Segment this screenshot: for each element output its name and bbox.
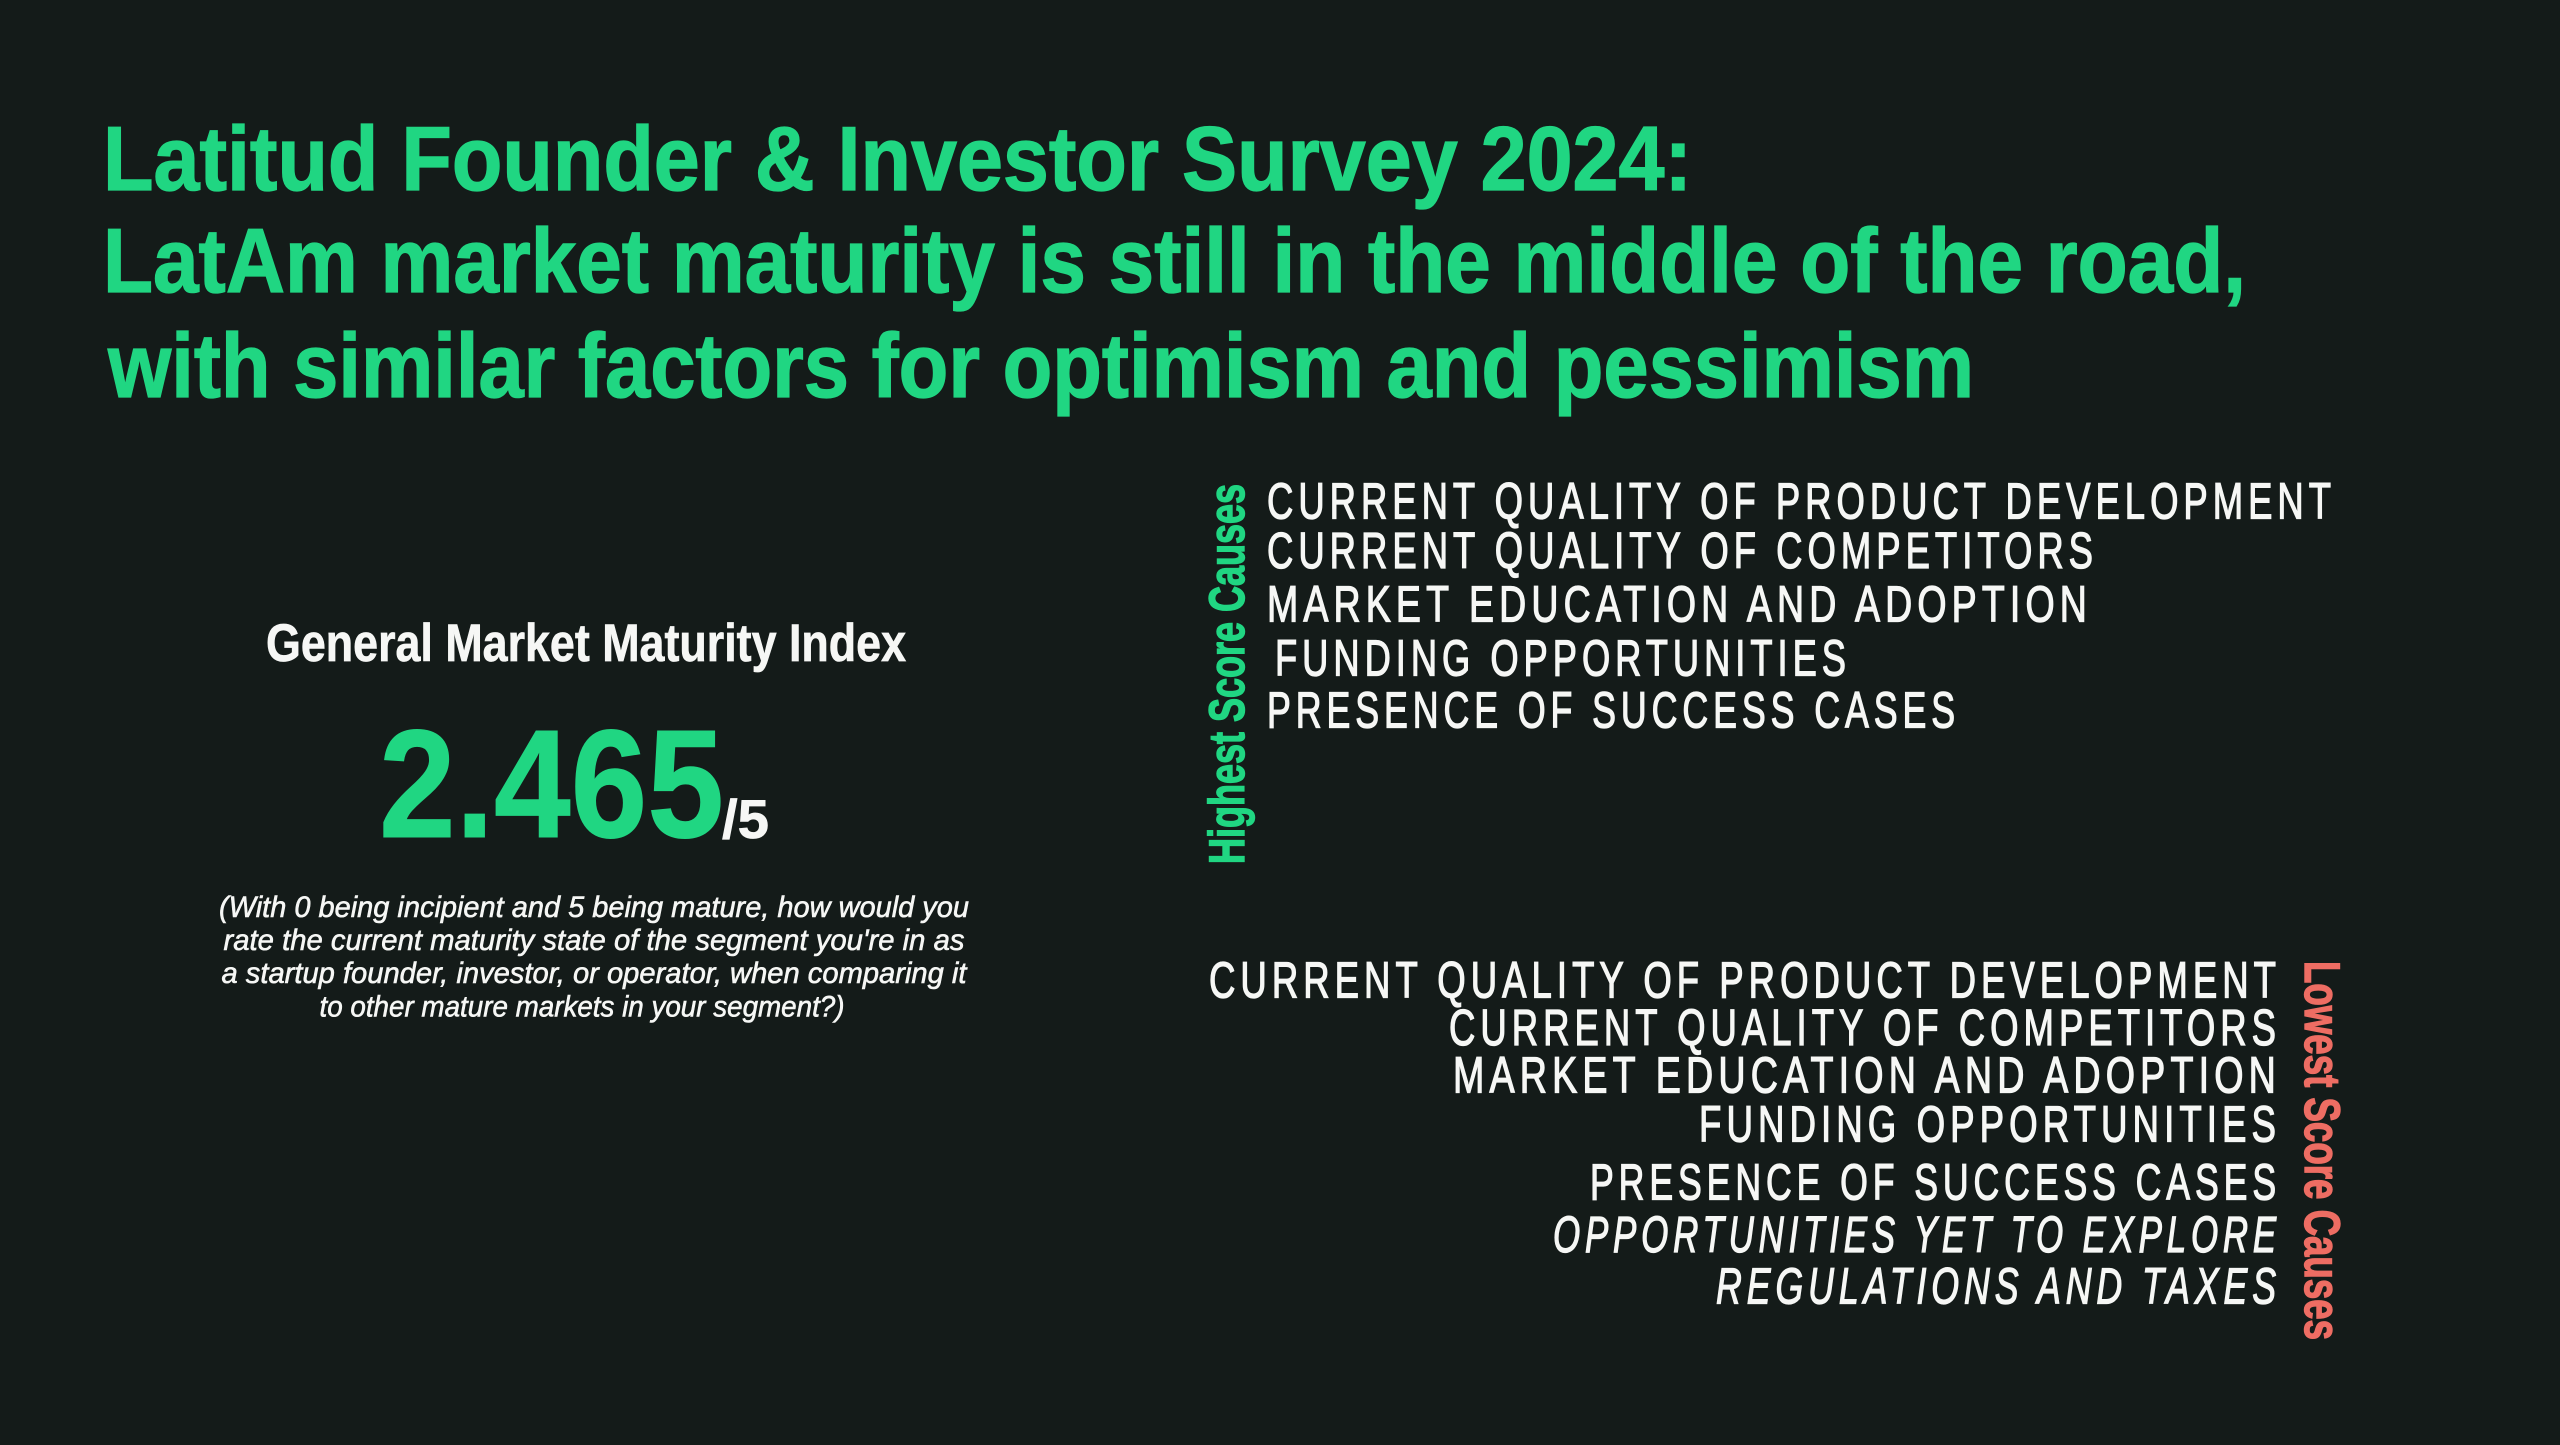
svg-text:2.465: 2.465 [379, 698, 724, 870]
svg-text:a startup founder, investor, o: a startup founder, investor, or operator… [222, 957, 969, 990]
svg-text:(With 0 being incipient and 5: (With 0 being incipient and 5 being matu… [219, 891, 969, 924]
svg-text:OPPORTUNITIES YET TO EXPLORE: OPPORTUNITIES YET TO EXPLORE [1553, 1206, 2281, 1263]
svg-text:with similar factors for optim: with similar factors for optimism and pe… [107, 316, 1974, 417]
svg-text:rate the current maturity stat: rate the current maturity state of the s… [224, 924, 965, 957]
svg-text:Highest Score Causes: Highest Score Causes [1199, 484, 1255, 864]
svg-text:PRESENCE OF SUCCESS CASES: PRESENCE OF SUCCESS CASES [1590, 1154, 2281, 1211]
svg-text:/5: /5 [722, 788, 769, 850]
svg-text:to other mature markets in you: to other mature markets in your segment?… [320, 990, 845, 1023]
svg-text:CURRENT QUALITY OF COMPETITORS: CURRENT QUALITY OF COMPETITORS [1449, 999, 2281, 1056]
svg-text:REGULATIONS AND TAXES: REGULATIONS AND TAXES [1716, 1258, 2281, 1315]
svg-text:FUNDING OPPORTUNITIES: FUNDING OPPORTUNITIES [1699, 1096, 2281, 1153]
svg-text:General Market Maturity Index: General Market Maturity Index [266, 614, 906, 673]
svg-text:LatAm market maturity is still: LatAm market maturity is still in the mi… [103, 211, 2246, 312]
svg-text:Latitud Founder & Investor Sur: Latitud Founder & Investor Survey 2024: [103, 109, 1692, 210]
svg-text:FUNDING OPPORTUNITIES: FUNDING OPPORTUNITIES [1275, 629, 1851, 686]
svg-text:CURRENT QUALITY OF PRODUCT DEV: CURRENT QUALITY OF PRODUCT DEVELOPMENT [1267, 473, 2336, 530]
svg-text:MARKET EDUCATION AND ADOPTION: MARKET EDUCATION AND ADOPTION [1267, 576, 2092, 633]
svg-text:PRESENCE OF SUCCESS CASES: PRESENCE OF SUCCESS CASES [1267, 681, 1960, 738]
svg-text:CURRENT QUALITY OF COMPETITORS: CURRENT QUALITY OF COMPETITORS [1267, 522, 2098, 579]
svg-text:Lowest Score Causes: Lowest Score Causes [2294, 961, 2350, 1340]
svg-text:CURRENT QUALITY OF PRODUCT DEV: CURRENT QUALITY OF PRODUCT DEVELOPMENT [1209, 952, 2281, 1009]
svg-text:MARKET EDUCATION AND ADOPTION: MARKET EDUCATION AND ADOPTION [1453, 1047, 2281, 1104]
